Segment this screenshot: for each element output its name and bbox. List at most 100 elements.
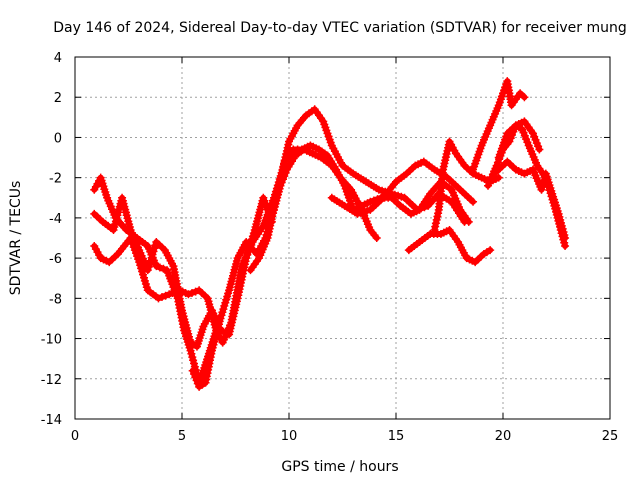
data-point [165,290,174,299]
x-tick-label: 0 [71,429,79,444]
x-tick-label: 10 [281,429,298,444]
series-layer [90,77,570,391]
marker-trail [178,287,190,297]
marker-trail [193,325,207,348]
marker-trail [146,288,160,301]
marker-trail [312,108,326,123]
marker-trail [455,240,470,260]
y-axis-label: SDTVAR / TECUs [8,181,24,296]
marker-trail [190,370,202,388]
x-tick-label: 15 [388,429,405,444]
marker-trail [360,199,372,209]
marker-trail [341,163,355,176]
data-point [520,93,529,102]
marker-trail [319,155,334,168]
marker-trail [300,142,312,153]
marker-trail [429,230,442,238]
marker-trail [136,261,151,292]
marker-trail [264,196,280,239]
marker-trail [91,245,104,260]
marker-trail [311,150,323,161]
marker-trail [309,142,321,153]
marker-trail [514,118,526,128]
series-satellite-4 [188,145,381,391]
marker-trail [542,172,556,195]
marker-trail [506,160,517,171]
marker-trail [93,212,104,224]
marker-trail [198,289,209,300]
marker-trail [187,349,198,368]
marker-trail [522,120,535,135]
marker-trail [198,380,207,389]
y-tick-label: 2 [54,91,62,106]
marker-trail [108,252,119,264]
marker-trail [458,188,475,204]
marker-trail [162,248,176,268]
series-line [91,106,468,346]
marker-trail [217,289,233,320]
marker-trail [302,146,314,157]
marker-trail [118,196,134,231]
marker-trail [493,160,509,176]
marker-trail [418,232,432,244]
marker-trail [293,145,302,154]
marker-trail [91,176,104,191]
marker-trail [405,164,417,175]
marker-trail [463,164,475,175]
marker-trail [407,240,421,253]
series-line [485,122,569,249]
chart-title: Day 146 of 2024, Sidereal Day-to-day VTE… [53,20,627,36]
marker-trail [317,147,329,158]
marker-trail [168,287,181,297]
marker-trail [351,171,368,185]
marker-trail [135,236,150,248]
marker-trail [208,317,224,352]
marker-trail [422,159,436,172]
marker-trail [225,257,241,292]
y-tick-label: -10 [41,333,62,348]
marker-trail [155,263,168,273]
marker-trail [448,188,463,211]
marker-trail [447,140,459,155]
marker-trail [445,176,462,192]
marker-trail [219,321,234,344]
series-satellite-11 [490,157,570,242]
y-tick-label: 4 [54,51,62,66]
marker-trail [364,179,381,193]
marker-trail [320,120,335,147]
marker-trail [487,104,502,127]
marker-trail [439,227,451,237]
y-tick-label: -4 [49,212,62,227]
y-tick-label: -6 [49,252,62,267]
series-satellite-3 [90,105,469,347]
marker-trail [250,224,266,244]
plot-frame [74,56,611,420]
marker-trail [447,229,460,243]
marker-trail [368,196,385,212]
marker-trail [127,237,143,264]
x-tick-label: 25 [602,429,619,444]
marker-trail [474,252,485,264]
marker-trail [356,206,372,217]
marker-trail [325,154,339,171]
marker-trail [381,180,398,200]
series-satellite-8 [430,137,503,234]
grid-layer [75,57,610,419]
marker-trail [305,107,316,118]
marker-trail [219,327,231,338]
y-tick-label: -2 [49,172,62,187]
marker-trail [470,144,485,171]
marker-trail [409,207,421,217]
marker-trail [535,164,548,179]
marker-trail [465,255,477,265]
marker-trail [495,132,511,159]
y-tick-label: -8 [49,292,62,307]
series-satellite-12 [494,117,544,162]
marker-trail [525,144,540,167]
marker-trail [158,291,170,301]
series-satellite-6 [327,157,478,218]
marker-trail [256,236,271,260]
marker-trail [282,148,296,163]
